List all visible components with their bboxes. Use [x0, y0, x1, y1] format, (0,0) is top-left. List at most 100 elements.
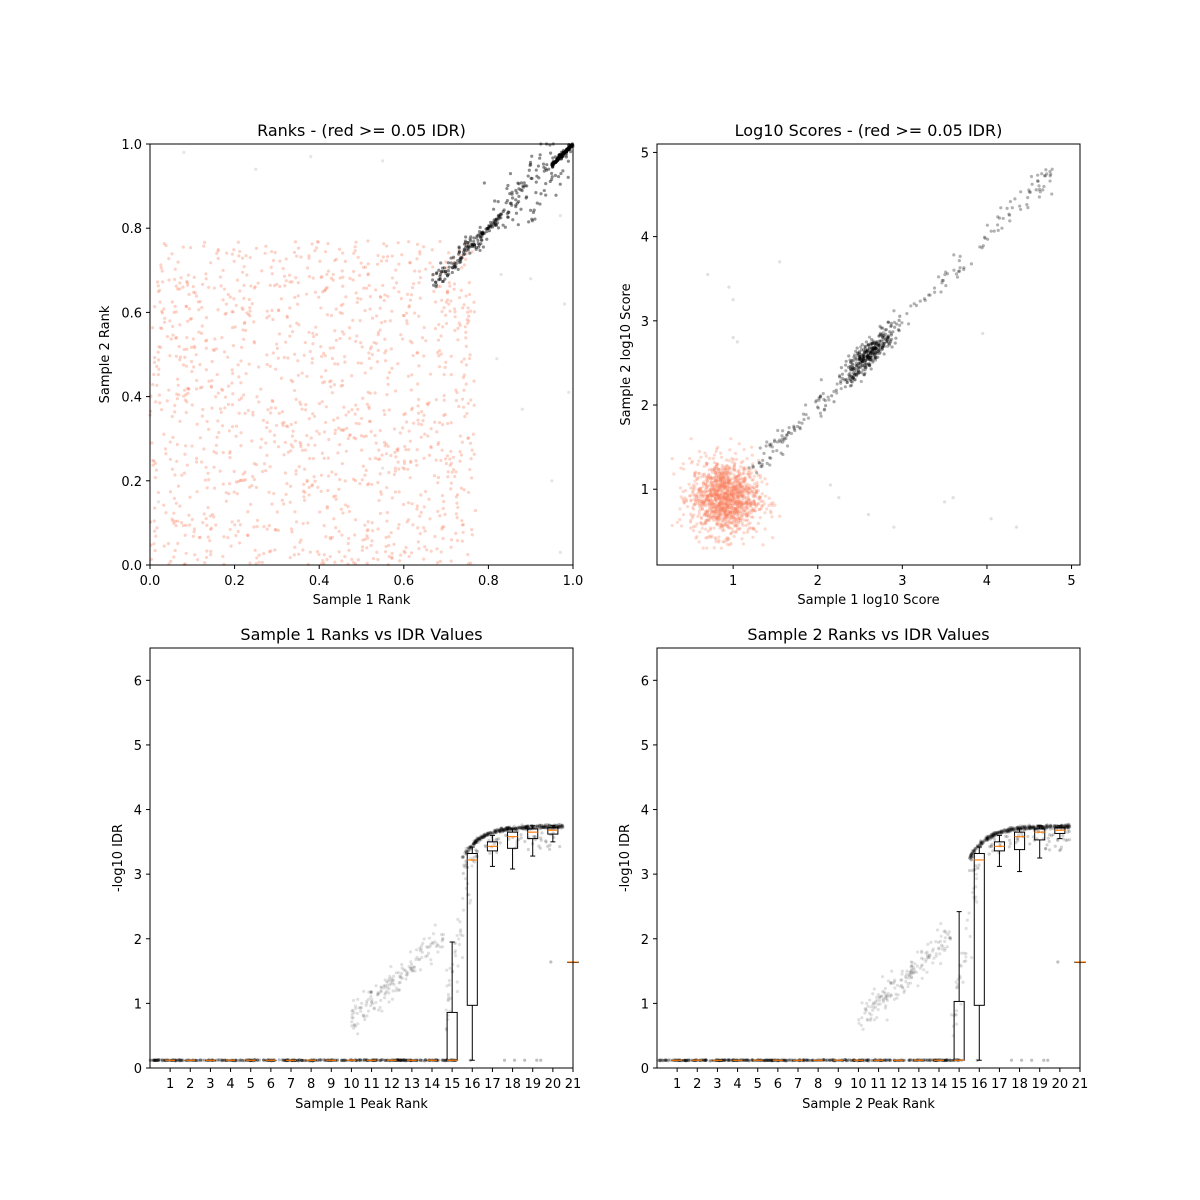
sample1-jitter-point	[455, 933, 459, 938]
ranks-pass-point	[508, 171, 513, 176]
scores-fail-point	[725, 536, 730, 540]
ranks-fail-point	[445, 454, 450, 458]
ranks-fail-point	[367, 351, 371, 355]
ranks-fail-point	[340, 559, 344, 563]
ranks-fail-point	[390, 276, 395, 280]
ranks-fail-point	[261, 418, 265, 423]
ranks-fail-point	[280, 410, 285, 414]
ranks-pass-point	[472, 243, 476, 247]
scores-fail-point	[752, 500, 756, 504]
ranks-fail-point	[310, 356, 315, 361]
ranks-fail-point	[434, 458, 438, 462]
scores-fail-point	[746, 522, 750, 526]
scores-fail-point	[682, 501, 686, 505]
sample1-jitter-point	[519, 833, 523, 837]
scores-fail-point	[739, 509, 743, 514]
ranks-pass-point	[453, 264, 457, 269]
scores-fail-point	[726, 480, 731, 484]
ranks-fail-point	[243, 411, 247, 415]
scores-fail-point	[748, 498, 752, 502]
scores-fail-point	[707, 456, 712, 461]
scores-fail-point	[756, 458, 761, 462]
scores-fail-point	[737, 468, 741, 473]
ranks-fail-point	[248, 561, 252, 565]
ranks-fail-point	[288, 280, 292, 284]
scores-pass-point	[952, 253, 956, 257]
scores-fail-point	[719, 546, 723, 550]
sample1-box	[466, 846, 478, 1061]
ranks-fail-point	[376, 253, 380, 258]
ranks-fail-point	[313, 443, 317, 447]
scores-fail-point	[724, 502, 728, 506]
scores-pass-point	[878, 350, 882, 354]
scores-fail-point	[703, 504, 708, 508]
ranks-fail-point	[463, 325, 467, 329]
sample1-jitter-point	[385, 983, 389, 987]
sample1-jitter-point	[460, 955, 465, 960]
scores-y-tick-label: 5	[641, 146, 649, 161]
ranks-fail-point	[409, 388, 414, 392]
ranks-fail-point	[289, 449, 293, 453]
scores-fail-point	[765, 507, 769, 511]
scores-pass-point	[757, 461, 761, 465]
ranks-pass-point	[461, 252, 466, 257]
scores-fail-point	[702, 464, 706, 468]
ranks-fail-point	[300, 448, 305, 452]
sample1-jitter-point	[427, 936, 432, 940]
ranks-fail-point	[155, 364, 159, 368]
ranks-fail-point	[185, 281, 189, 285]
ranks-fail-point	[337, 247, 342, 251]
ranks-fail-point	[436, 338, 441, 342]
scores-fail-point	[725, 496, 729, 500]
scores-fail-point	[691, 486, 695, 490]
ranks-fail-point	[205, 549, 209, 553]
scores-fail-point	[737, 505, 741, 509]
ranks-fail-point	[316, 240, 320, 244]
ranks-fail-point	[322, 351, 326, 355]
ranks-fail-point	[153, 461, 158, 465]
ranks-fail-point	[293, 240, 298, 244]
scores-fail-point	[767, 503, 771, 507]
ranks-fail-point	[302, 353, 306, 357]
scores-fail-point	[678, 507, 682, 511]
scores-pass-point	[852, 378, 857, 382]
ranks-fail-point	[271, 317, 275, 322]
ranks-fail-point	[157, 393, 162, 397]
sample1-jitter-point	[390, 978, 395, 982]
ranks-fail-point	[257, 365, 261, 369]
scores-fail-point	[699, 455, 703, 459]
ranks-pass-point	[482, 181, 486, 185]
ranks-fail-point	[435, 547, 439, 551]
ranks-fail-point	[209, 526, 213, 530]
scores-fail-point	[725, 472, 730, 476]
ranks-pass-point	[553, 173, 558, 178]
ranks-fail-point	[238, 289, 242, 293]
ranks-pass-point	[554, 193, 558, 197]
ranks-fail-point	[279, 297, 284, 301]
sample1-jitter-point	[457, 942, 462, 947]
scores-pass-point	[769, 456, 773, 460]
sample1-jitter-point	[447, 983, 452, 987]
scores-fail-point	[708, 488, 712, 492]
ranks-pass-point	[445, 273, 450, 277]
scores-fail-point	[741, 542, 746, 546]
ranks-fail-point	[318, 510, 322, 514]
ranks-fail-point	[363, 371, 367, 375]
ranks-pass-point	[469, 242, 474, 246]
scores-fail-point	[715, 504, 719, 509]
scores-fail-point	[711, 505, 715, 509]
ranks-fail-point	[239, 381, 243, 385]
ranks-fail-point	[379, 321, 384, 325]
scores-fail-point	[723, 517, 727, 521]
scores-pass-point	[765, 440, 769, 444]
sample1-jitter-point	[408, 950, 413, 954]
ranks-fail-point	[209, 527, 213, 531]
ranks-fail-point	[284, 257, 288, 261]
ranks-fail-point	[472, 300, 476, 304]
ranks-fail-point	[402, 313, 406, 318]
sample1-jitter-point	[382, 986, 386, 990]
scores-pass-point	[955, 275, 960, 279]
ranks-fail-point	[250, 302, 254, 306]
ranks-fail-point	[202, 244, 206, 248]
scores-fail-point	[702, 512, 706, 517]
